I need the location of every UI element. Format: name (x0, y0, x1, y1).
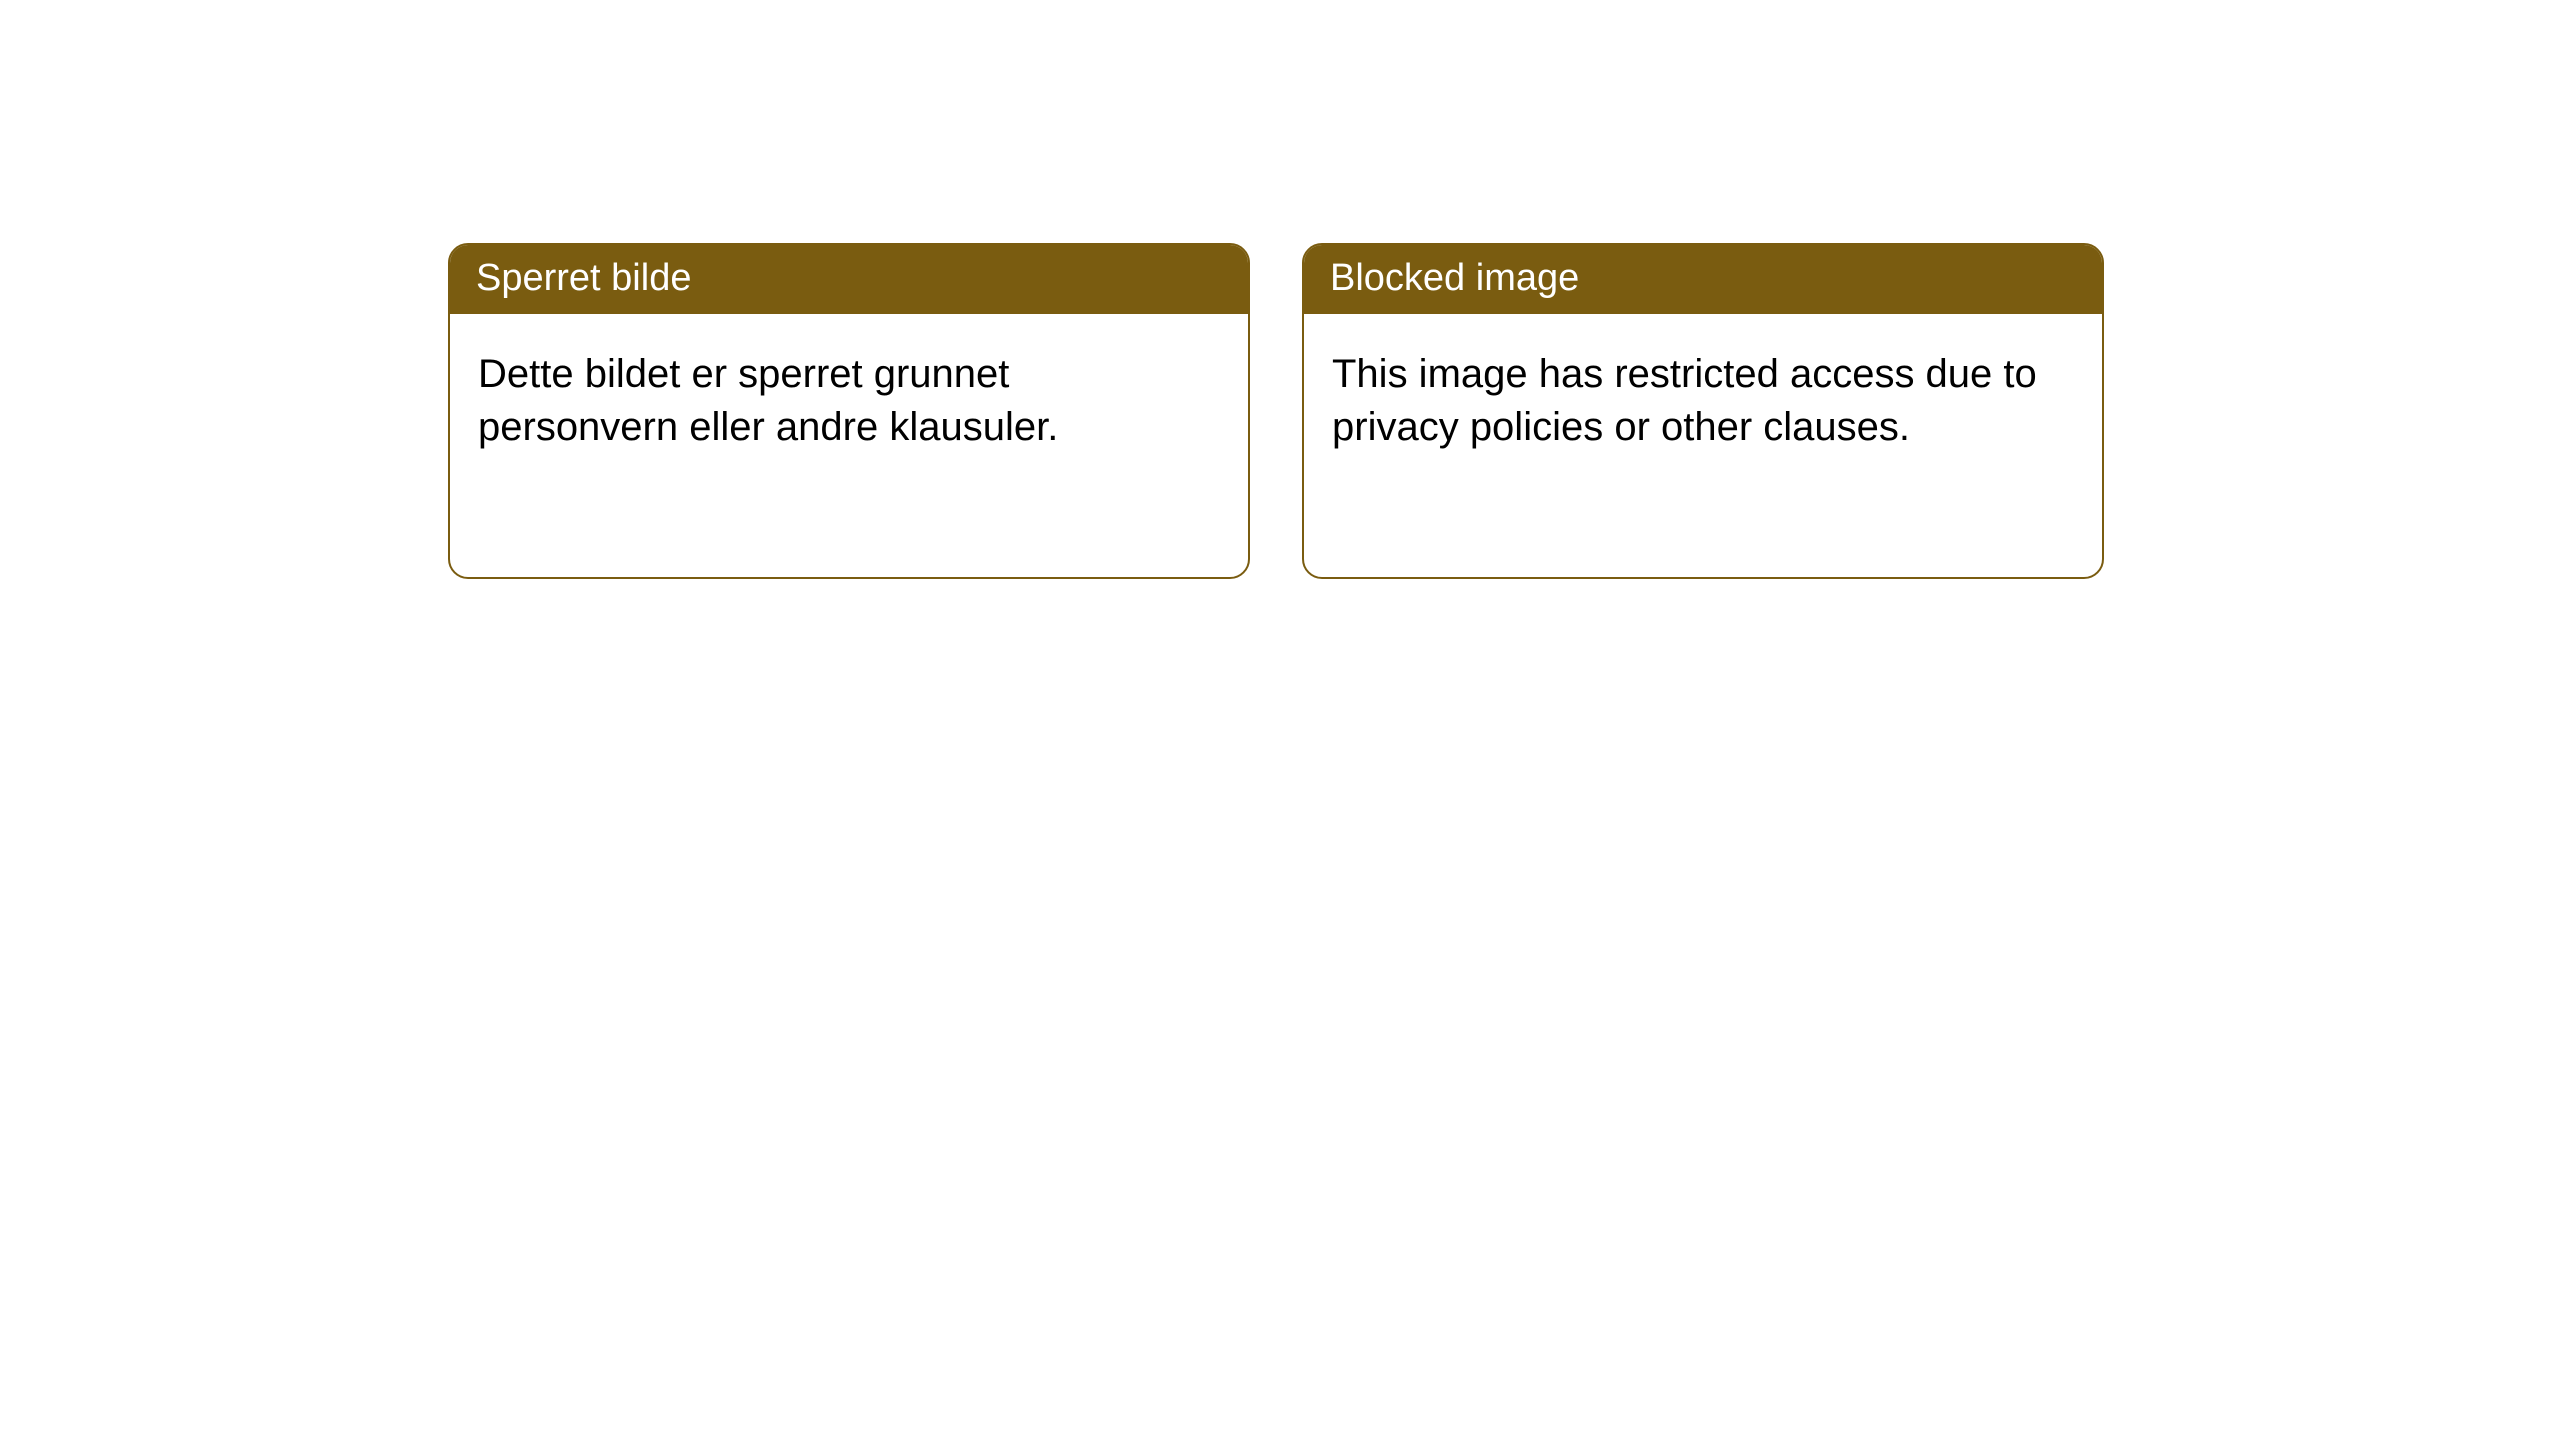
notice-title-no: Sperret bilde (450, 245, 1248, 314)
notice-body-en: This image has restricted access due to … (1304, 314, 2102, 482)
notice-body-no: Dette bildet er sperret grunnet personve… (450, 314, 1248, 482)
notice-card-en: Blocked image This image has restricted … (1302, 243, 2104, 579)
notice-card-no: Sperret bilde Dette bildet er sperret gr… (448, 243, 1250, 579)
notice-title-en: Blocked image (1304, 245, 2102, 314)
notice-container: Sperret bilde Dette bildet er sperret gr… (0, 0, 2560, 579)
